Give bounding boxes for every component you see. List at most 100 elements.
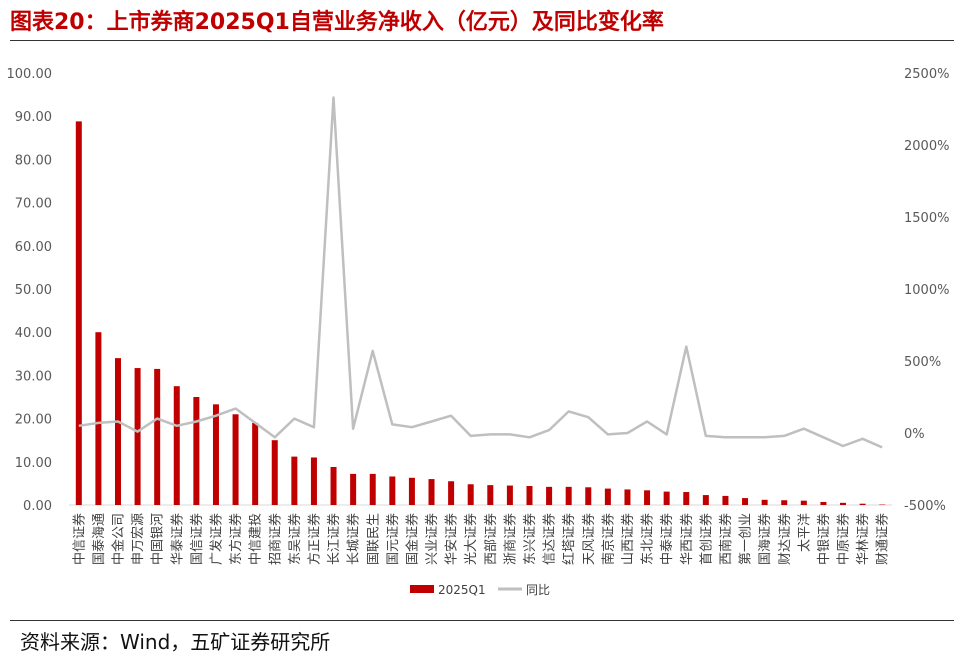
x-tick-label: 中信证券 xyxy=(71,513,87,565)
legend: 2025Q1 同比 xyxy=(410,583,550,597)
bar xyxy=(330,466,337,505)
title-divider xyxy=(10,40,954,41)
bar xyxy=(663,491,670,505)
bar xyxy=(644,490,651,505)
bar xyxy=(506,485,513,505)
x-tick-label: 山西证券 xyxy=(620,513,636,565)
y-left-tick-label: 20.00 xyxy=(15,413,52,428)
bar xyxy=(114,358,121,505)
bar xyxy=(408,477,415,505)
bar xyxy=(781,500,788,505)
bar xyxy=(820,501,827,505)
x-tick-label: 红塔证券 xyxy=(561,513,577,565)
x-tick-label: 华西证券 xyxy=(679,513,695,565)
x-tick-label: 中金公司 xyxy=(111,513,127,565)
y-right-tick-label: 2500% xyxy=(904,67,949,82)
x-tick-label: 浙商证券 xyxy=(502,513,518,565)
bar xyxy=(565,486,572,505)
y-right-axis: -500% 0% 500% 1000% 1500% 2000% 2500% xyxy=(904,67,949,514)
x-tick-label: 长城证券 xyxy=(346,513,362,565)
x-tick-label: 广发证券 xyxy=(209,513,225,565)
x-tick-label: 兴业证券 xyxy=(424,513,440,565)
bar xyxy=(604,488,611,505)
y-right-tick-label: 2000% xyxy=(904,139,949,154)
bar xyxy=(212,404,219,505)
y-right-tick-label: 1500% xyxy=(904,211,949,226)
legend-label-bar: 2025Q1 xyxy=(438,583,486,597)
source-divider xyxy=(10,620,954,621)
bar xyxy=(546,486,553,505)
line-series xyxy=(78,96,883,449)
y-left-tick-label: 30.00 xyxy=(15,369,52,384)
x-tick-label: 西部证券 xyxy=(483,513,499,565)
bar xyxy=(95,332,102,505)
bar xyxy=(585,487,592,505)
y-left-tick-label: 90.00 xyxy=(15,110,52,125)
bar xyxy=(232,414,239,505)
x-tick-label: 国泰海通 xyxy=(92,513,107,565)
y-right-tick-label: -500% xyxy=(904,499,946,514)
bar xyxy=(526,485,533,505)
y-left-tick-label: 80.00 xyxy=(15,153,52,168)
x-tick-label: 第一创业 xyxy=(739,513,754,565)
x-tick-label: 首创证券 xyxy=(698,513,714,565)
y-left-tick-label: 100.00 xyxy=(7,67,53,82)
bar xyxy=(722,495,729,505)
bar xyxy=(448,481,455,505)
bar xyxy=(252,422,259,505)
bar-series xyxy=(75,121,886,505)
x-tick-label: 天风证券 xyxy=(581,513,597,565)
x-tick-label: 国元证券 xyxy=(385,513,401,565)
x-tick-label: 信达证券 xyxy=(542,513,558,565)
y-left-tick-label: 50.00 xyxy=(15,283,52,298)
bar xyxy=(859,503,866,505)
x-tick-label: 国海证券 xyxy=(757,513,773,565)
x-tick-label: 华安证券 xyxy=(444,513,460,565)
x-tick-label: 中泰证券 xyxy=(659,513,675,565)
bar xyxy=(369,473,376,505)
y-left-tick-label: 40.00 xyxy=(15,326,52,341)
x-tick-label: 国金证券 xyxy=(404,513,420,565)
bar xyxy=(389,476,396,505)
y-left-axis: 0.00 10.00 20.00 30.00 40.00 50.00 60.00 70.00 8… xyxy=(7,67,53,514)
bar xyxy=(800,500,807,505)
bar xyxy=(291,456,298,505)
y-left-tick-label: 10.00 xyxy=(15,456,52,471)
x-tick-label: 东兴证券 xyxy=(522,513,538,565)
x-tick-label: 东方证券 xyxy=(228,513,244,565)
y-right-tick-label: 500% xyxy=(904,355,941,370)
bar xyxy=(761,499,768,505)
bar xyxy=(310,457,317,505)
x-axis-labels: 中信证券 国泰海通 中金公司 申万宏源 中国银河 华泰证券 国信证券 广发证券 东方证券 中信建投… xyxy=(71,513,890,565)
bar xyxy=(154,368,161,505)
x-tick-label: 光大证券 xyxy=(463,513,479,565)
bar xyxy=(173,386,180,505)
x-tick-label: 长江证券 xyxy=(326,513,342,565)
page-title: 图表20：上市券商2025Q1自营业务净收入（亿元）及同比变化率 xyxy=(10,10,664,35)
y-left-tick-label: 60.00 xyxy=(15,240,52,255)
x-tick-label: 华泰证券 xyxy=(169,513,185,565)
bar xyxy=(134,368,141,505)
x-tick-label: 国信证券 xyxy=(189,513,205,565)
x-tick-label: 申万宏源 xyxy=(131,513,146,565)
x-tick-label: 太平洋 xyxy=(797,513,812,552)
x-tick-label: 西南证券 xyxy=(718,513,734,565)
bar xyxy=(193,397,200,505)
bar xyxy=(702,495,709,505)
x-tick-label: 东吴证券 xyxy=(287,513,303,565)
x-tick-label: 中银证券 xyxy=(816,513,832,565)
y-left-tick-label: 70.00 xyxy=(15,197,52,212)
y-left-tick-label: 0.00 xyxy=(23,499,52,514)
bar xyxy=(428,479,435,505)
bar xyxy=(624,489,631,505)
legend-label-line: 同比 xyxy=(526,583,550,597)
x-tick-label: 中信建投 xyxy=(248,513,264,565)
x-tick-label: 东北证券 xyxy=(640,513,656,565)
source-note: 资料来源：Wind，五矿证券研究所 xyxy=(20,630,331,654)
x-tick-label: 财达证券 xyxy=(777,513,793,565)
bar xyxy=(840,502,847,505)
bar xyxy=(487,485,494,505)
bar xyxy=(271,440,278,505)
chart: 0.00 10.00 20.00 30.00 40.00 50.00 60.00 70.00 8… xyxy=(7,67,950,597)
y-right-tick-label: 0% xyxy=(904,427,925,442)
